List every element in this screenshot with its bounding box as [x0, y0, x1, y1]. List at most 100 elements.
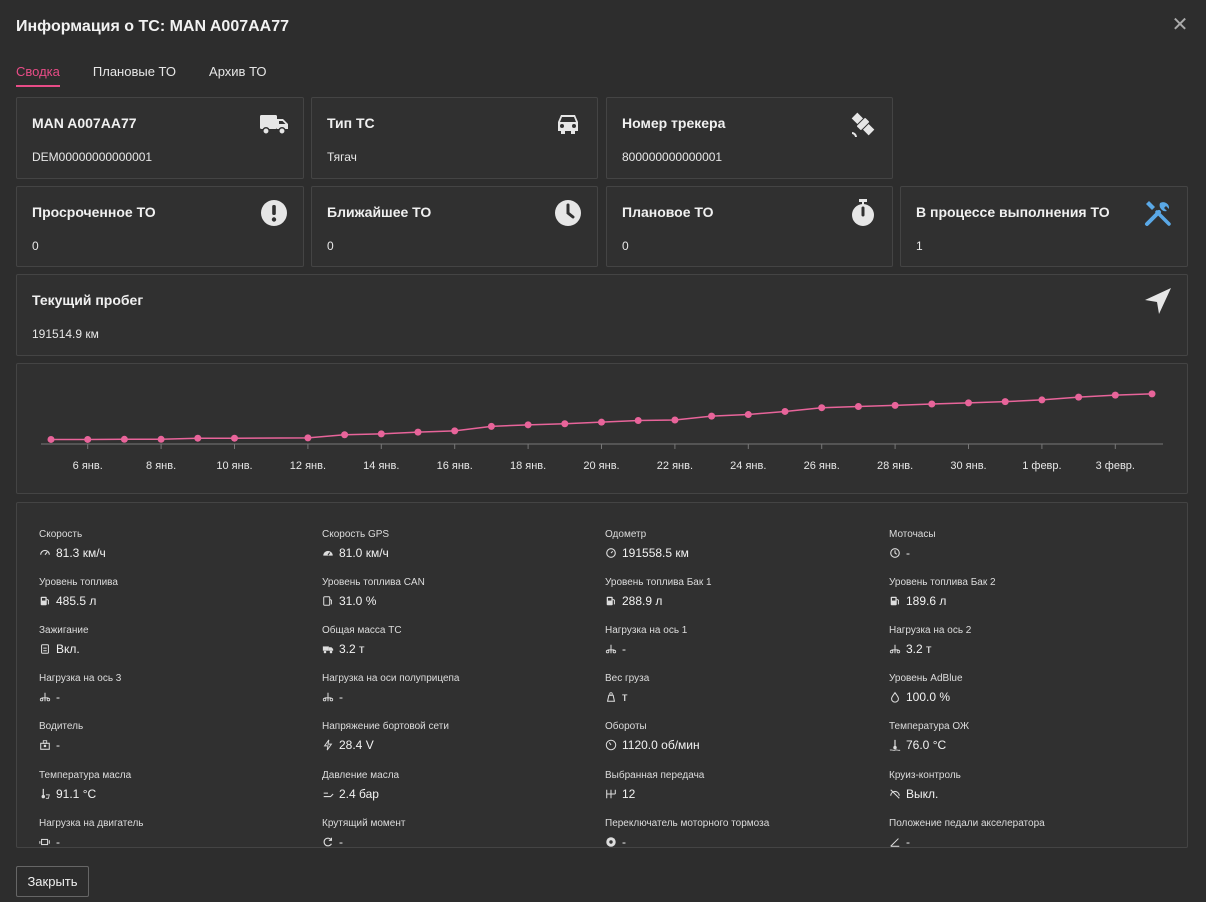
mileage-chart-svg: 6 янв. 8 янв. 10 янв. 12 янв. 14 янв. 16 янв.… [41, 390, 1163, 472]
mileage-data-point[interactable] [1001, 398, 1009, 406]
mileage-data-point[interactable] [598, 418, 605, 426]
fuel-icon [606, 596, 615, 606]
mileage-data-point[interactable] [928, 400, 936, 408]
mileage-data-point[interactable] [47, 435, 55, 443]
telemetry-value-row: - [889, 545, 1159, 561]
telemetry-value-row: 2.4 бар [322, 786, 592, 802]
mileage-data-point[interactable] [708, 412, 716, 420]
telemetry-item: Уровень топлива CAN 31.0 % [322, 576, 592, 609]
vehicle-id: DEM00000000000001 [32, 150, 153, 164]
telemetry-panel: Скорость 81.3 км/ч Скорость GPS 81.0 км/ч Од… [16, 502, 1188, 848]
telemetry-item: Уровень топлива Бак 2 189.6 л [889, 576, 1159, 609]
telemetry-item: Температура ОЖ 76.0 °C [889, 720, 1159, 753]
telemetry-label: Положение педали акселератора [889, 818, 1045, 829]
mileage-data-point[interactable] [744, 411, 752, 419]
mileage-data-point[interactable] [451, 427, 459, 435]
pedal-icon [890, 838, 900, 847]
nearest-title: Ближайшее ТО [327, 204, 432, 220]
mileage-data-point[interactable] [1038, 396, 1046, 404]
telemetry-item: Крутящий момент - [322, 817, 592, 848]
telemetry-item: Общая масса ТС 3.2 т [322, 624, 592, 657]
telemetry-item: Положение педали акселератора - [889, 817, 1159, 847]
mileage-data-point[interactable] [634, 416, 642, 424]
mileage-data-point[interactable] [120, 435, 128, 443]
mileage-data-point[interactable] [487, 422, 495, 430]
telemetry-label: Температура масла [39, 770, 132, 781]
telemetry-item: Уровень AdBlue 100.0 % [889, 672, 1159, 705]
mileage-data-point[interactable] [341, 431, 349, 439]
engine-icon [39, 838, 50, 846]
tab-maintenance-archive[interactable]: Архив ТО [209, 64, 267, 79]
telemetry-value: 2.4 бар [339, 787, 379, 801]
tools-icon [1145, 201, 1171, 226]
mileage-data-point[interactable] [1075, 393, 1083, 401]
cruise-icon [890, 789, 900, 799]
vehicle-type-value: Тягач [327, 150, 357, 164]
mileage-data-point[interactable] [891, 401, 899, 409]
telemetry-item: Одометр 191558.5 км [605, 528, 875, 561]
telemetry-item: Нагрузка на двигатель - [39, 817, 309, 847]
mileage-data-point[interactable] [671, 416, 679, 424]
planned-card: Плановое ТО 0 [606, 186, 893, 267]
odometer-icon [606, 548, 616, 558]
telemetry-item: Нагрузка на оси полуприцепа - [322, 672, 592, 705]
telemetry-value: - [622, 642, 626, 656]
telemetry-item: Моточасы - [889, 528, 1159, 561]
x-tick-label: 3 февр. [1096, 460, 1135, 472]
telemetry-item: Уровень топлива Бак 1 288.9 л [605, 576, 875, 609]
axle-icon [605, 644, 617, 654]
stopwatch-icon [852, 199, 874, 226]
mileage-data-point[interactable] [524, 421, 532, 429]
telemetry-label: Скорость [39, 529, 83, 540]
telemetry-item: Уровень топлива 485.5 л [39, 576, 309, 609]
mileage-series-line [51, 393, 1153, 441]
telemetry-value: - [339, 835, 343, 848]
torque-icon [323, 837, 332, 847]
driver-icon [40, 740, 50, 750]
mileage-data-point[interactable] [854, 402, 862, 410]
in-progress-title: В процессе выполнения ТО [916, 204, 1110, 220]
x-tick-label: 10 янв. [216, 460, 252, 472]
x-tick-label: 14 янв. [363, 460, 399, 472]
mileage-data-point[interactable] [194, 434, 202, 442]
drop-icon [891, 691, 899, 703]
mileage-data-point[interactable] [965, 399, 972, 407]
mileage-data-point[interactable] [157, 435, 165, 443]
telemetry-value-row: 485.5 л [39, 593, 309, 609]
mileage-data-point[interactable] [231, 434, 238, 442]
telemetry-label: Переключатель моторного тормоза [605, 818, 770, 829]
mileage-data-point[interactable] [304, 434, 312, 442]
tab-planned-maintenance[interactable]: Плановые ТО [92, 64, 177, 79]
x-tick-label: 20 янв. [583, 460, 619, 472]
telemetry-value-row: 28.4 V [322, 737, 592, 753]
oil-pressure-icon [323, 792, 334, 798]
telemetry-label: Нагрузка на оси полуприцепа [322, 673, 460, 684]
telemetry-value-row: 100.0 % [889, 689, 1159, 705]
telemetry-label: Уровень топлива Бак 2 [889, 577, 996, 588]
mileage-data-point[interactable] [414, 428, 422, 436]
close-button[interactable]: Закрыть [16, 866, 89, 897]
tab-summary[interactable]: Сводка [16, 63, 60, 87]
telemetry-value-row: Вкл. [39, 641, 309, 657]
mileage-data-point[interactable] [818, 404, 826, 412]
telemetry-value-row: 76.0 °C [889, 737, 1159, 753]
telemetry-item: Водитель - [39, 720, 309, 753]
mileage-data-point[interactable] [1111, 391, 1119, 399]
dialog-title: Информация о ТС: MAN A007AA77 [16, 18, 290, 35]
mileage-data-point[interactable] [84, 435, 92, 443]
telemetry-value: 3.2 т [906, 642, 932, 656]
mileage-data-point[interactable] [561, 420, 569, 428]
telemetry-value-row: т [605, 689, 875, 705]
mileage-data-point[interactable] [1148, 390, 1156, 398]
telemetry-value-row: - [39, 737, 309, 753]
speedometer-icon [40, 549, 50, 556]
telemetry-label: Крутящий момент [322, 818, 406, 829]
x-tick-label: 12 янв. [290, 460, 326, 472]
mileage-data-point[interactable] [377, 430, 385, 438]
telemetry-item: Напряжение бортовой сети 28.4 V [322, 720, 592, 753]
telemetry-item: Зажигание Вкл. [39, 624, 309, 657]
mileage-data-point[interactable] [781, 407, 789, 415]
close-icon[interactable]: ✕ [1171, 14, 1189, 36]
x-tick-label: 1 февр. [1022, 460, 1061, 472]
telemetry-value: - [56, 690, 60, 704]
